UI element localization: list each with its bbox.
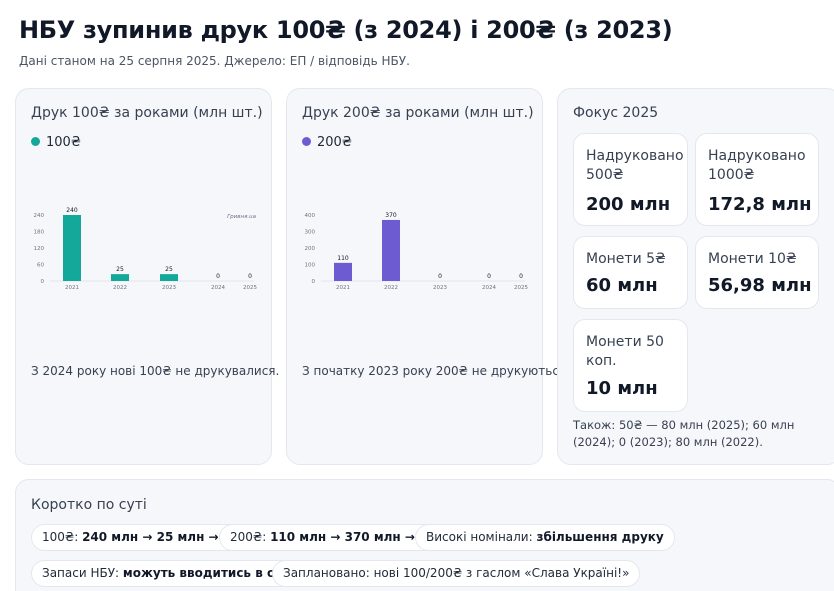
pill-prefix: 200₴: — [230, 530, 271, 544]
pill-prefix: Заплановано: нові 100/200₴ з гаслом «Сла… — [283, 566, 630, 580]
y-tick-label: 400 — [305, 213, 316, 219]
focus-card: Фокус 2025 Надруковано 500₴ 200 млн Надр… — [557, 88, 834, 465]
focus-tile-coin-5: Монети 5₴ 60 млн — [573, 236, 688, 309]
bar-chart-200: 0 100 200 300 400 110 2021 370 2022 0 2023 0 2024 0 20… — [305, 212, 529, 291]
chart-title-200: Друк 200₴ за роками (млн шт.) — [302, 105, 534, 121]
x-tick-label: 2023 — [162, 285, 176, 291]
chart-card-200: Друк 200₴ за роками (млн шт.) 200₴ 0 100 2… — [286, 88, 570, 465]
legend-label-200: 200₴ — [317, 135, 352, 150]
pill-prefix: Запаси НБУ: — [42, 566, 123, 580]
chart-note-200: З початку 2023 року 200₴ не друкуються. — [302, 364, 570, 378]
y-tick-label: 240 — [34, 213, 45, 219]
data-label: 0 — [519, 273, 523, 280]
data-label: 370 — [385, 212, 397, 219]
focus-title: Фокус 2025 — [573, 105, 659, 121]
x-tick-label: 2025 — [243, 285, 257, 291]
y-tick-label: 60 — [37, 263, 44, 269]
summary-title: Коротко по суті — [31, 497, 147, 513]
page-title: НБУ зупинив друк 100₴ (з 2024) і 200₴ (з… — [19, 16, 673, 44]
y-tick-label: 180 — [34, 230, 45, 236]
data-label: 25 — [116, 266, 124, 273]
focus-tile-1000: Надруковано 1000₴ 172,8 млн — [695, 133, 819, 226]
x-tick-label: 2021 — [65, 285, 79, 291]
pill-bold: збільшення друку — [536, 530, 664, 544]
y-tick-label: 200 — [305, 246, 316, 252]
bar — [382, 219, 400, 281]
data-label: 240 — [66, 207, 78, 214]
summary-pill-200: 200₴: 110 млн → 370 млн → 0 — [219, 524, 439, 551]
chart-annotation: Гривня.ua — [227, 214, 257, 220]
data-label: 110 — [337, 255, 349, 262]
pill-bold: можуть вводитись в обіг — [122, 566, 294, 580]
tile-label: Надруковано 1000₴ — [708, 148, 806, 183]
tile-value: 172,8 млн — [708, 194, 812, 215]
pill-bold: 110 млн → 370 млн → 0 — [270, 530, 428, 544]
focus-note: Також: 50₴ — 80 млн (2025); 60 млн (2024… — [573, 418, 795, 449]
summary-pill-planned: Заплановано: нові 100/200₴ з гаслом «Сла… — [272, 560, 641, 587]
x-tick-label: 2022 — [384, 285, 398, 291]
y-tick-label: 0 — [312, 279, 316, 285]
legend-200: 200₴ — [302, 135, 352, 150]
x-tick-label: 2024 — [211, 285, 225, 291]
pill-bold: 240 млн → 25 млн → 0 — [82, 530, 232, 544]
legend-label-100: 100₴ — [46, 135, 81, 150]
pill-prefix: 100₴: — [42, 530, 83, 544]
focus-tile-coin-10: Монети 10₴ 56,98 млн — [695, 236, 819, 309]
pill-prefix: Високі номінали: — [426, 530, 537, 544]
bar-chart-100: 0 60 120 180 240 240 2021 25 2022 25 2023 0 2024 0 202… — [34, 207, 258, 291]
x-tick-label: 2024 — [482, 285, 496, 291]
chart-card-100: Друк 100₴ за роками (млн шт.) 100₴ 0 60 12… — [15, 88, 279, 465]
tile-label: Надруковано 500₴ — [586, 148, 684, 183]
chart-note-100: З 2024 року нові 100₴ не друкувалися. — [31, 364, 280, 378]
tile-label: Монети 10₴ — [708, 251, 797, 267]
x-tick-label: 2021 — [336, 285, 350, 291]
legend-100: 100₴ — [31, 135, 81, 150]
x-tick-label: 2025 — [514, 285, 528, 291]
tile-value: 60 млн — [586, 275, 658, 296]
page-subtitle: Дані станом на 25 серпня 2025. Джерело: … — [19, 54, 410, 68]
tile-value: 200 млн — [586, 194, 671, 215]
data-label: 0 — [487, 273, 491, 280]
chart-title-100: Друк 100₴ за роками (млн шт.) — [31, 105, 263, 121]
summary-pill-reserves: Запаси НБУ: можуть вводитись в обіг — [31, 560, 305, 587]
data-label: 25 — [165, 266, 173, 273]
x-tick-label: 2023 — [433, 285, 447, 291]
tile-label: Монети 50 коп. — [586, 334, 664, 369]
y-tick-label: 300 — [305, 230, 316, 236]
summary-card: Коротко по суті 100₴: 240 млн → 25 млн →… — [15, 479, 834, 591]
legend-dot-100 — [31, 137, 40, 146]
tile-value: 56,98 млн — [708, 275, 812, 296]
y-tick-label: 100 — [305, 263, 316, 269]
legend-dot-200 — [302, 137, 311, 146]
data-label: 0 — [248, 273, 252, 280]
summary-pill-100: 100₴: 240 млн → 25 млн → 0 — [31, 524, 243, 551]
bar — [334, 262, 352, 281]
focus-tile-coin-50k: Монети 50 коп. 10 млн — [573, 319, 688, 412]
bar — [63, 215, 81, 281]
tile-label: Монети 5₴ — [586, 251, 666, 267]
x-tick-label: 2022 — [113, 285, 127, 291]
summary-pill-high: Високі номінали: збільшення друку — [415, 524, 675, 551]
data-label: 0 — [438, 273, 442, 280]
y-tick-label: 120 — [34, 246, 45, 252]
y-tick-label: 0 — [41, 279, 45, 285]
data-label: 0 — [216, 273, 220, 280]
bar — [111, 274, 129, 281]
tile-value: 10 млн — [586, 378, 658, 399]
bar — [160, 274, 178, 281]
focus-tile-500: Надруковано 500₴ 200 млн — [573, 133, 688, 226]
